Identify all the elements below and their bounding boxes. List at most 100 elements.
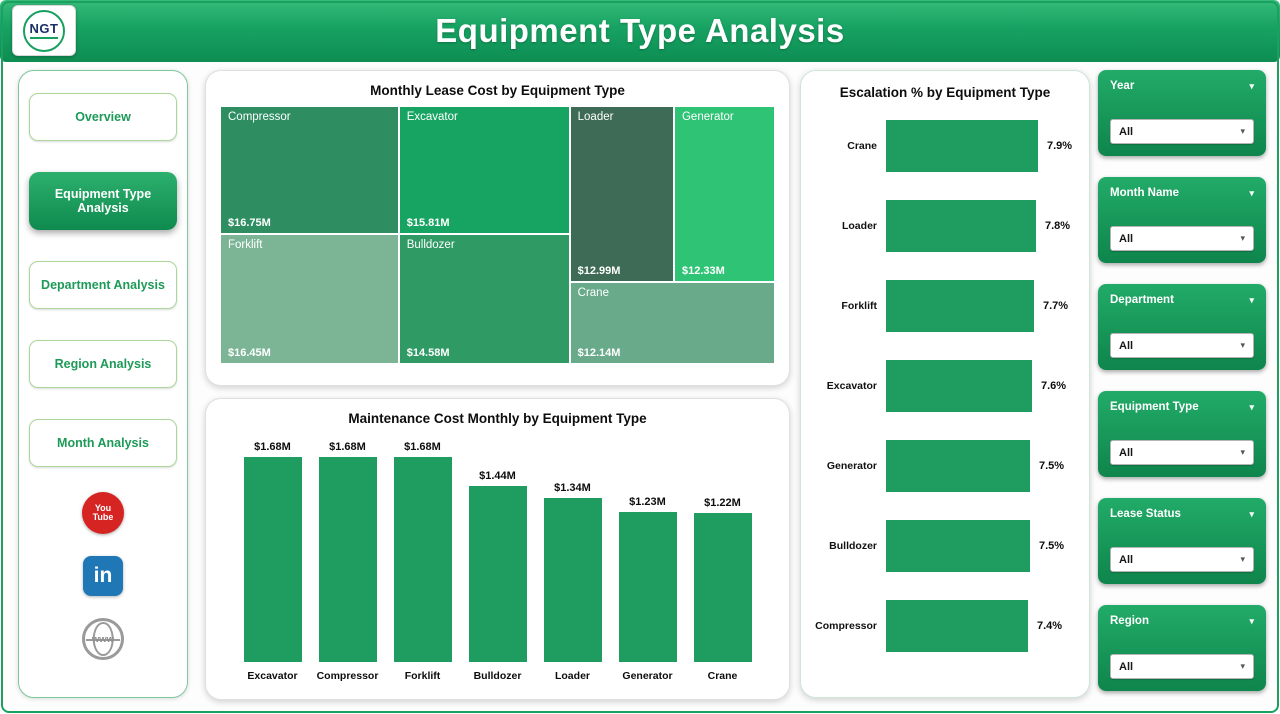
filter-value: All	[1119, 446, 1134, 459]
filter-label: Equipment Type	[1110, 401, 1199, 413]
escalation-bar[interactable]	[886, 360, 1032, 412]
escalation-row-bulldozer: Bulldozer 7.5%	[811, 506, 1079, 586]
treemap-tile-value: $12.99M	[577, 264, 621, 277]
chevron-down-icon: ▾	[1240, 554, 1245, 564]
bar-column-excavator: $1.68M Excavator	[243, 441, 302, 684]
chevron-down-icon[interactable]: ▾	[1249, 294, 1254, 305]
sidebar-item-overview[interactable]: Overview	[29, 93, 177, 141]
filter-dropdown[interactable]: All ▾	[1110, 226, 1254, 251]
chevron-down-icon[interactable]: ▾	[1249, 401, 1254, 412]
escalation-category-label: Loader	[841, 220, 877, 232]
bar-column-loader: $1.34M Loader	[543, 482, 602, 684]
bar-value-label: $1.68M	[329, 441, 366, 453]
sidebar-item-month-analysis[interactable]: Month Analysis	[29, 419, 177, 467]
treemap-tile-value: $15.81M	[406, 217, 450, 230]
escalation-bar[interactable]	[886, 120, 1038, 172]
treemap-tile-forklift[interactable]: Forklift $16.45M	[220, 234, 399, 364]
bar[interactable]	[393, 457, 452, 662]
treemap-tile-value: $12.14M	[577, 346, 621, 359]
youtube-icon[interactable]: You Tube	[82, 492, 124, 534]
treemap-tile-crane[interactable]: Crane $12.14M	[569, 281, 775, 364]
sidebar-item-department-analysis[interactable]: Department Analysis	[29, 261, 177, 309]
escalation-category-label: Bulldozer	[829, 540, 877, 552]
filter-year: Year ▾ All ▾	[1098, 70, 1266, 156]
treemap-tile-generator[interactable]: Generator $12.33M	[673, 106, 775, 282]
bar-value-label: $1.44M	[479, 470, 516, 482]
escalation-value-label: 7.7%	[1043, 300, 1069, 312]
chevron-down-icon: ▾	[1240, 447, 1245, 457]
escalation-category-label: Generator	[826, 460, 877, 472]
filter-dropdown[interactable]: All ▾	[1110, 440, 1254, 465]
bar-value-label: $1.22M	[704, 497, 741, 509]
escalation-bar[interactable]	[886, 440, 1030, 492]
youtube-icon-text-1: You	[94, 502, 112, 513]
escalation-value-label: 7.5%	[1039, 460, 1065, 472]
escalation-category-label: Excavator	[826, 380, 877, 392]
bar[interactable]	[543, 498, 602, 662]
treemap-title: Monthly Lease Cost by Equipment Type	[370, 83, 625, 98]
filter-lease-status: Lease Status ▾ All ▾	[1098, 498, 1266, 584]
bar-category-label: Crane	[707, 670, 738, 682]
chevron-down-icon[interactable]: ▾	[1249, 187, 1254, 198]
filter-dropdown[interactable]: All ▾	[1110, 654, 1254, 679]
chevron-down-icon[interactable]: ▾	[1249, 615, 1254, 626]
treemap-tile-excavator[interactable]: Excavator $15.81M	[398, 106, 570, 235]
page-title: Equipment Type Analysis	[435, 12, 845, 49]
escalation-bar[interactable]	[886, 200, 1036, 252]
filter-dropdown[interactable]: All ▾	[1110, 119, 1254, 144]
escalation-value-label: 7.5%	[1039, 540, 1065, 552]
bar[interactable]	[318, 457, 377, 662]
bar-chart-title: Maintenance Cost Monthly by Equipment Ty…	[348, 411, 647, 426]
filter-value: All	[1119, 660, 1134, 673]
filter-value: All	[1119, 553, 1134, 566]
escalation-value-label: 7.6%	[1041, 380, 1067, 392]
treemap-tile-value: $16.45M	[228, 346, 271, 359]
filter-equipment-type: Equipment Type ▾ All ▾	[1098, 391, 1266, 477]
filter-label: Year	[1110, 80, 1135, 92]
treemap-tile-loader[interactable]: Loader $12.99M	[569, 106, 674, 282]
bar-chart: $1.68M Excavator $1.68M Compressor $1.68M For…	[220, 430, 775, 684]
chevron-down-icon: ▾	[1240, 661, 1245, 671]
bar-column-compressor: $1.68M Compressor	[317, 441, 379, 684]
website-globe-icon[interactable]: www	[82, 618, 124, 660]
bar[interactable]	[693, 513, 752, 662]
escalation-bar[interactable]	[886, 280, 1034, 332]
sidebar-item-equipment-type-analysis[interactable]: Equipment Type Analysis	[29, 172, 177, 230]
treemap-tile-value: $16.75M	[228, 217, 271, 230]
filter-dropdown[interactable]: All ▾	[1110, 333, 1254, 358]
bar-category-label: Excavator	[247, 670, 298, 682]
chevron-down-icon[interactable]: ▾	[1249, 80, 1254, 91]
logo: NGT	[12, 5, 76, 56]
filter-region: Region ▾ All ▾	[1098, 605, 1266, 691]
filter-panel: Year ▾ All ▾ Month Name ▾ All ▾ Department ▾ All ▾ E…	[1098, 70, 1266, 691]
sidebar-item-region-analysis[interactable]: Region Analysis	[29, 340, 177, 388]
header: NGT Equipment Type Analysis	[0, 0, 1280, 62]
escalation-card: Escalation % by Equipment Type Crane 7.9%…	[800, 70, 1090, 698]
escalation-bar[interactable]	[886, 600, 1028, 652]
filter-header: Region ▾	[1110, 615, 1254, 627]
escalation-category-label: Forklift	[841, 300, 877, 312]
bar[interactable]	[243, 457, 302, 662]
filter-header: Department ▾	[1110, 294, 1254, 306]
treemap-tile-label: Compressor	[228, 111, 291, 123]
treemap-tile-bulldozer[interactable]: Bulldozer $14.58M	[398, 234, 570, 364]
filter-month-name: Month Name ▾ All ▾	[1098, 177, 1266, 263]
linkedin-icon[interactable]: in	[83, 556, 123, 596]
bar[interactable]	[468, 486, 527, 662]
treemap-tile-compressor[interactable]: Compressor $16.75M	[220, 106, 399, 235]
bar-category-label: Generator	[622, 670, 673, 682]
bar-value-label: $1.68M	[254, 441, 291, 453]
filter-header: Lease Status ▾	[1110, 508, 1254, 520]
treemap-tile-label: Bulldozer	[406, 239, 455, 252]
bar[interactable]	[618, 512, 677, 662]
escalation-row-loader: Loader 7.8%	[811, 186, 1079, 266]
bar-value-label: $1.34M	[554, 482, 591, 494]
escalation-row-excavator: Excavator 7.6%	[811, 346, 1079, 426]
bar-category-label: Forklift	[404, 670, 441, 682]
social-icons: You Tube in www	[82, 492, 124, 660]
escalation-bar[interactable]	[886, 520, 1030, 572]
chevron-down-icon[interactable]: ▾	[1249, 508, 1254, 519]
filter-dropdown[interactable]: All ▾	[1110, 547, 1254, 572]
escalation-chart: Crane 7.9% Loader 7.8% Forklift 7.7% Excavator…	[811, 106, 1079, 666]
filter-header: Month Name ▾	[1110, 187, 1254, 199]
